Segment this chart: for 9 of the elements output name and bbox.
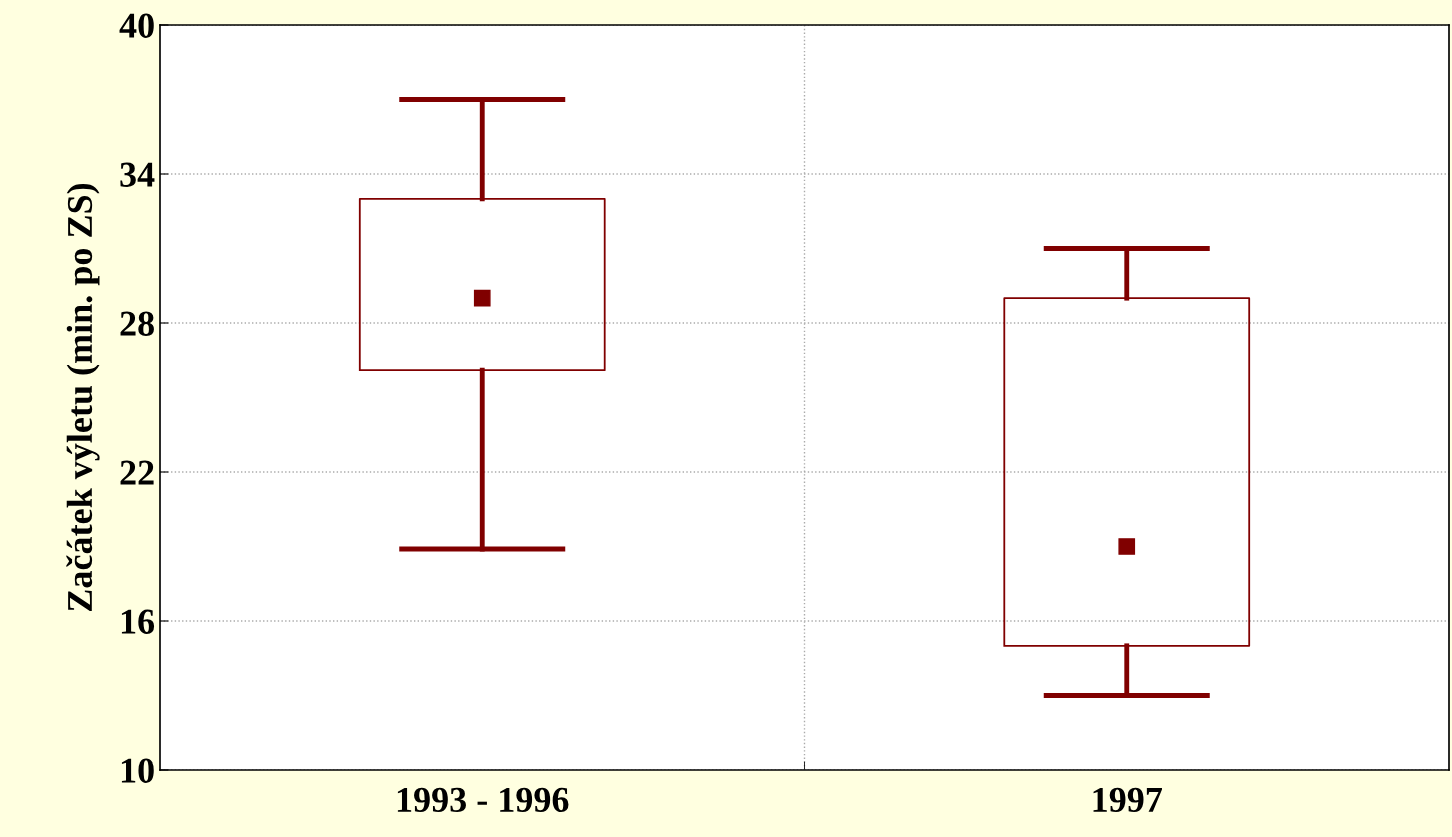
y-axis-title: Začátek výletu (min. po ZS) <box>66 183 100 611</box>
x-tick-label: 1997 <box>1093 787 1162 813</box>
y-tick-label: 10 <box>121 758 154 783</box>
x-tick-label: 1993 - 1996 <box>397 787 569 813</box>
y-tick-label: 16 <box>121 609 155 634</box>
y-tick-label: 28 <box>120 311 154 336</box>
y-tick-label: 40 <box>119 13 154 38</box>
y-tick-label: 22 <box>120 460 154 485</box>
y-tick-label: 34 <box>120 162 155 187</box>
